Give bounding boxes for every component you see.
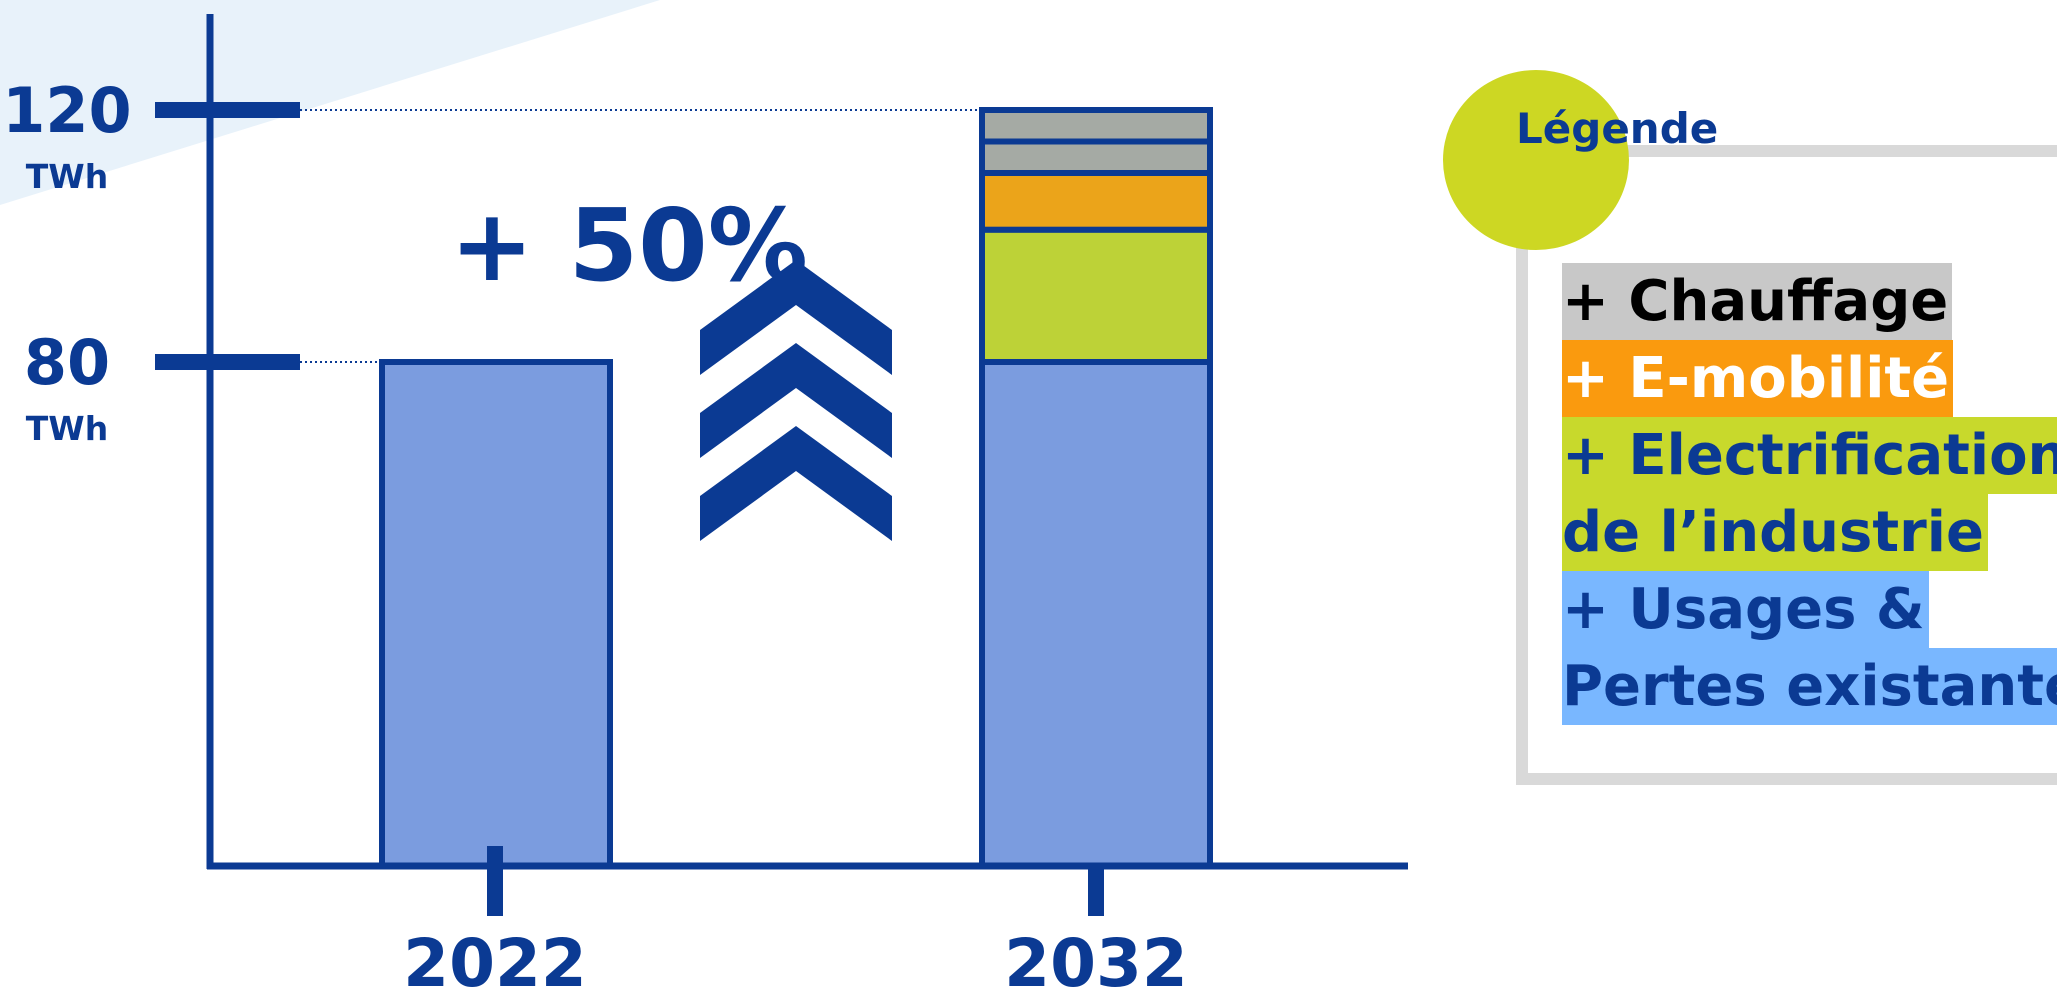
legend-item-2-line-0: + Electrification <box>1562 417 2057 494</box>
bar-2032-segment-3 <box>979 138 1213 176</box>
legend-circle <box>1443 70 1629 250</box>
bar-2022-segment-0 <box>379 359 613 869</box>
bar-2032-segment-4 <box>979 107 1213 145</box>
triple-chevron-up-icon <box>700 260 892 541</box>
legend-item-1-line-0: + E-mobilité <box>1562 340 1954 417</box>
bar-2032-segment-1 <box>979 226 1213 365</box>
legend-item-0-line-0: + Chauffage <box>1562 263 1953 340</box>
legend-title: Légende <box>1516 104 1719 153</box>
x-tick-label-2022: 2022 <box>403 925 587 993</box>
bar-2032-segment-2 <box>979 170 1213 233</box>
bar-2032-segment-0 <box>979 359 1213 869</box>
legend-box <box>1516 145 2057 785</box>
y-tick-unit-80: TWh <box>26 409 108 448</box>
y-tick-unit-120: TWh <box>26 157 108 196</box>
legend-item-3-line-1: Pertes existantes <box>1562 648 2057 725</box>
y-tick-label-120: 120 <box>2 74 131 147</box>
legend-item-2-line-1: de l’industrie <box>1562 494 1988 571</box>
legend-item-3-line-0: + Usages & <box>1562 571 1929 648</box>
corner-decoration <box>0 0 660 205</box>
x-tick-label-2032: 2032 <box>1004 925 1188 993</box>
legend-items: + Chauffage + E-mobilité + Electrification… <box>1562 263 2057 725</box>
growth-annotation: + 50% <box>450 187 808 304</box>
y-tick-label-80: 80 <box>24 326 110 399</box>
